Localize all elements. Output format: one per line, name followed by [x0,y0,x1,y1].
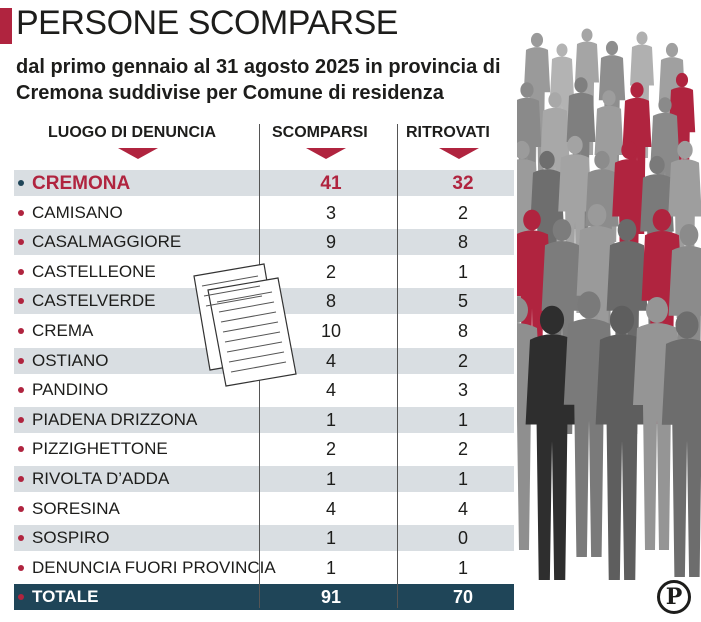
table-row: PIADENA DRIZZONA 1 1 [14,406,514,433]
found-count: 2 [457,350,468,371]
place-name: CASTELVERDE [32,291,156,311]
found-count: 2 [457,202,468,223]
missing-count: 9 [325,232,336,253]
found-count: 8 [457,321,468,341]
chart-title: PERSONE SCOMPARSE [16,4,398,42]
missing-count: 3 [325,202,336,223]
bullet-icon [18,446,24,453]
found-count: 0 [457,528,468,549]
header-arrow-missing [306,148,346,159]
header-arrow-found [439,148,479,159]
column-header-place: LUOGO DI DENUNCIA [48,124,216,141]
found-count: 3 [457,380,468,401]
table-row: CREMONA 41 32 [14,170,514,196]
place-name: DENUNCIA FUORI PROVINCIA [32,557,276,577]
missing-count: 1 [325,557,336,578]
place-name: RIVOLTA D’ADDA [32,469,170,488]
place-name: SOSPIRO [32,528,110,548]
place-name: CREMA [32,321,94,340]
bullet-icon [18,298,24,305]
missing-count: 1 [325,528,336,549]
missing-count: 2 [325,261,336,282]
missing-count: 41 [320,173,342,194]
found-count: 70 [452,587,474,608]
place-name: CAMISANO [32,202,123,222]
missing-count: 10 [320,321,342,341]
found-count: 1 [457,409,468,430]
place-name: OSTIANO [32,350,109,370]
table-row: RIVOLTA D’ADDA 1 1 [14,466,514,492]
missing-count: 4 [325,350,336,371]
found-count: 8 [457,232,468,253]
table-row: PANDINO 4 3 [14,377,514,403]
found-count: 1 [457,557,468,578]
chart-subtitle: dal primo gennaio al 31 agosto 2025 in p… [16,56,501,104]
place-name: TOTALE [32,587,99,607]
missing-count: 2 [325,439,336,460]
missing-count: 8 [325,291,336,312]
table-row: CASALMAGGIORE 9 8 [14,229,514,256]
place-name: CASALMAGGIORE [32,232,182,252]
header-arrow-place [118,148,158,159]
title-accent-bar [0,8,12,44]
bullet-icon [18,476,24,482]
place-name: CASTELLEONE [32,261,156,281]
column-divider [397,124,398,608]
place-name: SORESINA [32,498,120,518]
person-silhouette [661,311,701,577]
found-count: 2 [457,439,468,460]
bullet-icon [18,239,24,246]
bullet-icon [18,505,24,512]
found-count: 32 [452,173,474,194]
table-row: SOSPIRO 1 0 [14,525,514,552]
table-row: PIZZIGHETTONE 2 2 [14,436,514,462]
place-name: PIZZIGHETTONE [32,439,168,459]
bullet-icon [18,328,24,334]
found-count: 5 [457,291,468,312]
missing-count: 4 [325,498,336,519]
bullet-icon [18,594,24,601]
total-row: TOTALE 91 70 [14,584,514,611]
table-row: DENUNCIA FUORI PROVINCIA 1 1 [14,555,514,581]
crowd-illustration [517,28,701,580]
bullet-icon [18,564,24,571]
publisher-logo: P [657,580,691,614]
bullet-icon [18,535,24,542]
missing-count: 1 [325,469,336,489]
bullet-icon [18,387,24,394]
missing-count: 1 [325,409,336,430]
place-name: PANDINO [32,380,109,400]
table-row: SORESINA 4 4 [14,496,514,522]
place-name: CREMONA [32,173,131,194]
bullet-icon [18,209,24,216]
bullet-icon [18,180,24,186]
found-count: 1 [457,261,468,282]
found-count: 1 [457,469,468,489]
bullet-icon [18,416,24,423]
column-header-found: RITROVATI [406,124,490,141]
found-count: 4 [457,498,468,519]
table-row: CAMISANO 3 2 [14,200,514,226]
missing-count: 4 [325,380,336,401]
bullet-icon [18,357,24,364]
place-name: PIADENA DRIZZONA [32,409,198,429]
bullet-icon [18,268,24,275]
column-header-missing: SCOMPARSI [272,124,368,141]
table-row: CASTELLEONE 2 1 [14,259,514,285]
documents-icon [193,263,297,387]
table-row: CREMA 10 8 [14,318,514,344]
missing-count: 91 [320,587,342,608]
